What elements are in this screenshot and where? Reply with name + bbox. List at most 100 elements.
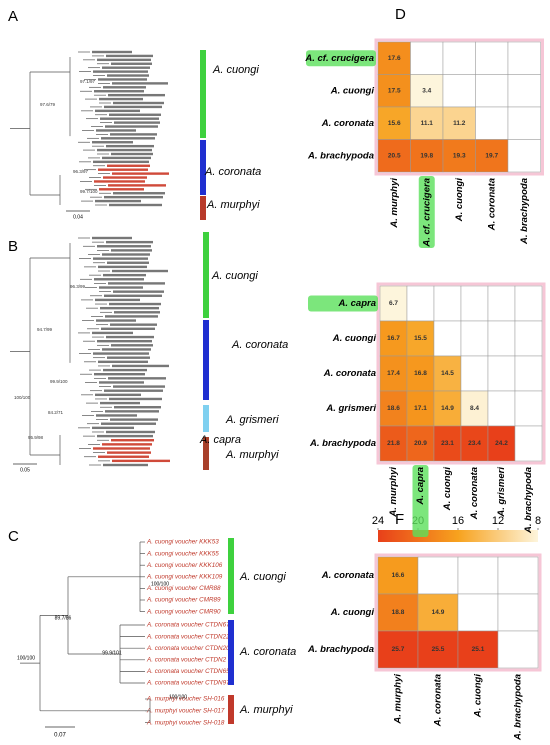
tip-label [103, 368, 147, 372]
column-label: A. capra [415, 467, 426, 506]
colorbar-tick-label: 24 [372, 515, 384, 527]
column-highlight [412, 465, 429, 537]
tip-label [93, 257, 148, 260]
tip-label [98, 360, 148, 364]
tip-label [98, 78, 147, 81]
tip-label [114, 311, 160, 314]
column-label: A. grismeri [496, 467, 507, 518]
tip-label [113, 385, 165, 388]
tip-label: A. murphyi voucher SH-018 [146, 719, 225, 726]
column-highlight [418, 176, 435, 248]
row-label: A. cf. crucigera [304, 53, 374, 64]
tip-label [106, 144, 154, 148]
heat-cell [417, 630, 459, 669]
colorbar-tick-label: 16 [452, 515, 464, 527]
column-label: A. cuongi [473, 674, 484, 719]
tip-label [107, 164, 150, 167]
cell-value: 16.7 [387, 335, 400, 342]
tip-label [107, 261, 149, 264]
heat-cell [460, 425, 489, 462]
support-value: 97.6/79 [40, 102, 56, 107]
clade-label: A. cuongi [212, 64, 259, 76]
colorbar-tick-label: 8 [535, 515, 541, 527]
tip-label [105, 410, 159, 413]
cell-value: 16.6 [392, 572, 405, 579]
tip-label [110, 323, 157, 326]
support-value: 89.7/86 [55, 615, 72, 621]
cell-value: 6.7 [389, 300, 398, 307]
panel-label: C [8, 528, 19, 545]
cell-value: 14.9 [432, 609, 445, 616]
clade-bar [228, 538, 234, 614]
tip-label [92, 50, 132, 54]
column-label: A. cf. crucigera [421, 178, 432, 248]
clade-label: A. cuongi [239, 571, 286, 583]
empty-cell [514, 285, 543, 322]
tip-label [102, 253, 150, 256]
empty-cell [460, 355, 489, 392]
support-value: 99.9/100 [50, 379, 68, 384]
tip-label [98, 168, 148, 171]
heat-cell [377, 41, 411, 75]
tip-label [96, 414, 137, 417]
column-label: A. coronata [469, 467, 480, 520]
row-label: A. cuongi [332, 333, 377, 344]
support-value: 100/100 [14, 395, 31, 400]
support-value: 100/100 [17, 655, 35, 661]
colorbar-tick-label: 12 [492, 515, 504, 527]
tip-label [109, 113, 161, 116]
cell-value: 17.6 [388, 55, 401, 62]
tip-label: A. cuongi voucher KKK109 [146, 573, 223, 580]
tip-label: A. coronata voucher CTDN97 [146, 680, 230, 687]
column-label: A. cuongi [454, 178, 465, 223]
tip-label [107, 451, 151, 454]
colorbar [378, 530, 538, 542]
clade-label: A. cuongi [211, 270, 258, 282]
tip-label: A. murphyi voucher SH-017 [146, 707, 225, 714]
tip-label [98, 455, 149, 458]
row-label: A. coronata [323, 368, 376, 379]
tip-label [108, 282, 165, 285]
row-label: A. coronata [321, 570, 374, 581]
cell-value: 21.8 [387, 440, 400, 447]
heat-cell [379, 425, 408, 462]
tip-label [93, 352, 149, 355]
empty-cell [460, 320, 489, 357]
tip-label [96, 319, 136, 322]
tip-label [108, 93, 165, 97]
tip-label [105, 125, 158, 128]
panel-label: B [8, 238, 18, 255]
tip-label: A. cuongi voucher KKK55 [146, 550, 219, 557]
column-label: A. cuongi [442, 467, 453, 512]
heat-cell [417, 593, 459, 632]
tip-label [101, 422, 156, 425]
row-label: A. brachypoda [309, 438, 376, 449]
tip-label [106, 430, 155, 434]
tip-label [101, 327, 155, 330]
tip-label [113, 101, 164, 105]
clade-label: A. murphyi [206, 199, 260, 211]
support-value: 100/100 [169, 694, 187, 700]
heat-cell [460, 390, 489, 427]
column-label: A. brachypoda [513, 674, 524, 741]
tip-label [100, 306, 159, 310]
empty-cell [507, 74, 541, 108]
tip-label [104, 389, 163, 392]
support-value: 84.2/71 [48, 410, 64, 415]
cell-value: 14.9 [441, 405, 454, 412]
cell-value: 25.5 [432, 646, 445, 653]
tip-label [112, 172, 169, 175]
cell-value: 15.5 [414, 335, 427, 342]
tip-label [93, 447, 150, 450]
empty-cell [487, 320, 516, 357]
heat-cell [406, 355, 435, 392]
cell-value: 11.2 [453, 120, 466, 127]
tip-label: A. murphyi voucher SH-016 [146, 696, 225, 703]
tip-label [99, 286, 143, 289]
tip-label [102, 156, 151, 160]
support-value: 96.3/99 [70, 284, 86, 289]
tip-label [106, 240, 153, 244]
row-label: A. brachypoda [307, 150, 374, 161]
heat-cell [377, 593, 419, 632]
